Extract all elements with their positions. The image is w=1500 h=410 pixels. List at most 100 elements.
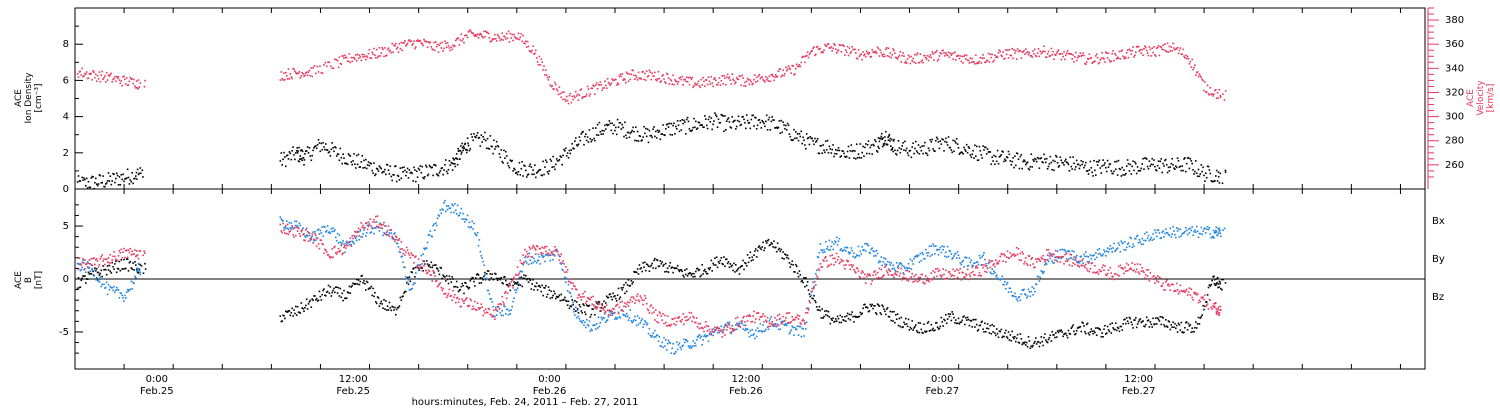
density-s0-pt (392, 173, 394, 176)
velocity-s1-pt (554, 81, 556, 84)
velocity-s1-pt (1189, 60, 1192, 63)
field-Bx-s0-pt (971, 326, 973, 328)
field-Bz-s2-pt (457, 301, 460, 303)
velocity-s1-pt (540, 58, 543, 60)
field-Bx-s0-pt (723, 256, 725, 258)
field-Bx-s0-pt (672, 271, 674, 274)
velocity-s1-pt (465, 34, 468, 37)
field-Bx-s0-pt (1136, 323, 1139, 325)
field-Bz-s2-pt (525, 255, 527, 257)
field-By-s1-pt (897, 264, 900, 267)
field-By-s1-pt (791, 325, 793, 328)
density-s0-pt (1198, 175, 1201, 178)
density-s0-pt (332, 147, 334, 149)
velocity-s1-pt (810, 50, 813, 52)
field-By-s1-pt (908, 267, 911, 269)
velocity-s1-pt (820, 51, 823, 54)
velocity-s1-pt (840, 51, 843, 53)
field-By-s1-pt (766, 326, 769, 328)
field-Bx-s0-pt (581, 312, 583, 314)
field-Bz-s2-pt (513, 276, 515, 279)
field-By-s1-pt (1162, 230, 1164, 232)
field-Bx-s0-pt (1213, 282, 1216, 285)
field-Bx-s0-pt (570, 305, 573, 308)
field-Bz-s2-pt (474, 300, 476, 303)
field-By-s1-pt (761, 331, 763, 333)
field-Bz-s2-pt (481, 306, 483, 308)
field-Bz-s2-pt (438, 283, 441, 285)
field-By-s1-pt (492, 305, 494, 308)
field-Bx-s0-pt (617, 287, 620, 290)
velocity-s1-pt (990, 56, 993, 59)
density-s0-pt (117, 184, 120, 186)
field-By-s1-pt (487, 289, 490, 292)
field-By-s1-pt (993, 270, 995, 273)
field-Bx-s0-pt (123, 258, 125, 261)
field-Bx-s0-pt (795, 265, 798, 268)
density-s0-pt (853, 157, 855, 159)
velocity-s1-pt (513, 33, 515, 36)
density-s0-pt (778, 120, 781, 122)
field-By-s1-pt (892, 264, 894, 267)
density-s0-pt (454, 163, 456, 165)
field-Bx-s0-pt (1002, 335, 1004, 338)
field-Bx-s0-pt (709, 266, 712, 269)
field-Bz-s2-pt (532, 244, 534, 247)
density-s0-pt (1045, 161, 1047, 164)
field-Bx-s0-pt (426, 263, 429, 265)
field-Bx-s0-pt (447, 282, 450, 285)
field-By-s1-pt (305, 227, 308, 230)
density-s0-pt (622, 126, 624, 129)
field-By-s1-pt (450, 211, 453, 214)
velocity-s1-pt (858, 55, 861, 58)
velocity-s1-pt (910, 55, 913, 58)
velocity-s1-pt (1075, 59, 1078, 62)
density-s0-pt (352, 160, 354, 162)
field-By-s1-pt (1035, 283, 1038, 286)
field-Bx-s0-pt (1085, 332, 1087, 335)
field-Bx-s0-pt (482, 278, 484, 281)
field-Bx-s0-pt (819, 309, 822, 312)
field-By-s1-pt (1152, 233, 1154, 235)
field-Bz-s2-pt (91, 264, 93, 267)
density-s0-pt (413, 166, 415, 169)
density-s0-pt (113, 173, 115, 176)
field-By-s1-pt (1065, 258, 1068, 260)
field-Bx-s0-pt (363, 280, 365, 282)
velocity-s1-pt (637, 71, 640, 74)
field-Bx-s0-pt (549, 297, 552, 300)
field-By-s1-pt (1125, 249, 1127, 251)
field-Bx-s0-pt (125, 258, 128, 260)
density-s0-pt (1167, 166, 1170, 169)
velocity-s1-pt (283, 72, 285, 74)
density-s0-pt (668, 122, 671, 125)
field-Bz-s2-pt (323, 252, 325, 255)
field-Bx-s0-pt (365, 280, 368, 283)
field-Bz-s2-pt (341, 253, 343, 256)
field-Bz-s2-pt (576, 297, 579, 299)
field-By-s1-pt (925, 252, 928, 254)
velocity-s1-pt (1164, 43, 1166, 45)
field-Bx-s0-pt (962, 316, 964, 318)
density-s0-pt (1166, 171, 1169, 174)
field-By-s1-pt (932, 243, 934, 246)
field-By-s1-pt (133, 282, 135, 285)
field-Bx-s0-pt (101, 275, 103, 278)
field-By-s1-pt (385, 233, 388, 236)
field-Bx-s0-pt (1175, 324, 1178, 327)
density-s0-pt (545, 159, 547, 161)
field-Bz-s2-pt (601, 304, 603, 307)
field-Bz-s2-pt (425, 269, 427, 272)
velocity-s1-pt (845, 51, 848, 53)
density-s0-pt (315, 145, 317, 147)
field-Bx-s0-pt (312, 299, 314, 302)
field-Bx-s0-pt (127, 270, 130, 272)
velocity-s1-pt (332, 67, 335, 69)
field-By-s1-pt (684, 341, 686, 344)
velocity-s1-pt (367, 52, 370, 55)
field-By-s1-pt (1113, 242, 1115, 245)
field-Bx-s0-pt (326, 290, 329, 293)
velocity-s1-pt (485, 30, 487, 32)
field-Bx-s0-pt (133, 269, 135, 271)
density-s0-pt (512, 170, 514, 172)
